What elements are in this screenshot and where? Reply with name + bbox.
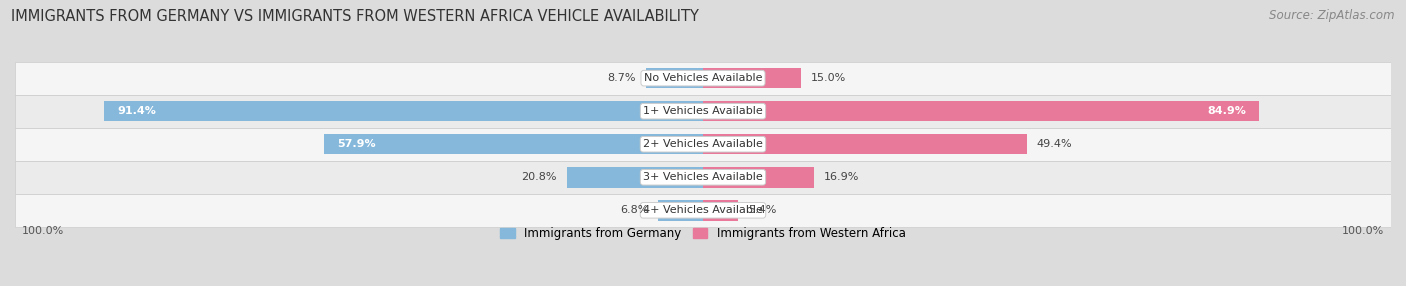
Text: 20.8%: 20.8%: [522, 172, 557, 182]
Text: 49.4%: 49.4%: [1036, 139, 1073, 149]
Text: 100.0%: 100.0%: [21, 226, 63, 236]
Bar: [703, 167, 814, 188]
Text: 57.9%: 57.9%: [336, 139, 375, 149]
Text: 84.9%: 84.9%: [1208, 106, 1246, 116]
Bar: [104, 101, 703, 122]
Text: 91.4%: 91.4%: [117, 106, 156, 116]
Bar: [15, 161, 1391, 194]
Bar: [658, 200, 703, 221]
Text: IMMIGRANTS FROM GERMANY VS IMMIGRANTS FROM WESTERN AFRICA VEHICLE AVAILABILITY: IMMIGRANTS FROM GERMANY VS IMMIGRANTS FR…: [11, 9, 699, 23]
Bar: [15, 62, 1391, 95]
Bar: [703, 200, 738, 221]
Bar: [703, 68, 801, 88]
Bar: [567, 167, 703, 188]
Text: 1+ Vehicles Available: 1+ Vehicles Available: [643, 106, 763, 116]
Text: 6.8%: 6.8%: [620, 205, 648, 215]
Text: Source: ZipAtlas.com: Source: ZipAtlas.com: [1270, 9, 1395, 21]
Text: 4+ Vehicles Available: 4+ Vehicles Available: [643, 205, 763, 215]
Bar: [703, 101, 1260, 122]
Text: 5.4%: 5.4%: [748, 205, 776, 215]
Text: 15.0%: 15.0%: [811, 73, 846, 83]
Text: 100.0%: 100.0%: [1343, 226, 1385, 236]
Text: No Vehicles Available: No Vehicles Available: [644, 73, 762, 83]
Bar: [15, 194, 1391, 227]
Bar: [323, 134, 703, 154]
Text: 2+ Vehicles Available: 2+ Vehicles Available: [643, 139, 763, 149]
Legend: Immigrants from Germany, Immigrants from Western Africa: Immigrants from Germany, Immigrants from…: [501, 227, 905, 240]
Bar: [645, 68, 703, 88]
Bar: [15, 128, 1391, 161]
Bar: [703, 134, 1026, 154]
Bar: [15, 95, 1391, 128]
Text: 3+ Vehicles Available: 3+ Vehicles Available: [643, 172, 763, 182]
Text: 8.7%: 8.7%: [607, 73, 636, 83]
Text: 16.9%: 16.9%: [824, 172, 859, 182]
